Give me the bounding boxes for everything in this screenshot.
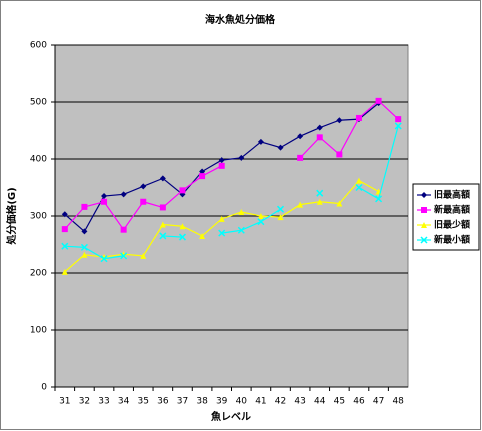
legend-label: 新最小額 [434,234,470,246]
marker [159,232,167,240]
x-tick-label: 43 [294,397,305,407]
marker [159,175,166,182]
y-tick-label: 0 [41,383,47,393]
x-tick-label: 34 [118,397,130,407]
marker [336,117,343,124]
marker [218,157,225,164]
marker [199,168,206,175]
x-tick-label: 41 [255,397,266,407]
x-tick-label: 36 [157,397,169,407]
x-tick-label: 32 [79,397,90,407]
marker [80,243,88,251]
marker [276,205,285,213]
marker [395,116,402,123]
marker [316,198,323,205]
x-tick-label: 35 [138,397,149,407]
marker [297,201,304,208]
marker [61,226,68,233]
x-axis-title: 魚レベル [211,410,251,423]
marker [297,133,304,140]
y-tick-label: 600 [30,41,47,51]
y-tick-label: 500 [30,98,47,108]
x-tick-label: 47 [373,397,384,407]
x-tick-label: 39 [216,397,228,407]
x-tick-label: 42 [275,397,286,407]
marker [159,204,166,211]
marker [199,232,206,239]
marker [218,229,226,237]
x-tick-label: 40 [236,397,248,407]
y-axis-title: 処分価格(G) [5,187,18,245]
marker [218,215,225,222]
marker [277,214,284,221]
marker [257,213,264,219]
legend-marker [420,236,428,244]
x-tick-label: 48 [392,397,404,407]
marker [394,122,402,130]
marker [120,191,127,198]
legend-label: 新最高額 [434,204,470,216]
legend-label: 旧最少額 [434,219,470,231]
marker [316,189,324,197]
legend-label: 旧最高額 [434,189,470,201]
marker [355,177,362,184]
y-tick-label: 400 [30,155,47,165]
marker [81,251,88,258]
marker [179,187,186,194]
marker [316,134,323,141]
marker [355,114,362,121]
x-tick-label: 31 [59,397,70,407]
x-tick-label: 38 [196,397,208,407]
legend-marker [421,192,427,198]
marker [140,183,147,190]
series-line [64,125,399,260]
y-tick-label: 100 [30,326,47,336]
marker [277,144,284,151]
marker [238,209,245,216]
x-tick-label: 46 [353,397,365,407]
x-tick-label: 37 [177,397,188,407]
x-tick-label: 33 [98,397,109,407]
marker [101,193,108,200]
x-tick-label: 44 [314,397,326,407]
marker [101,198,108,205]
marker [120,252,128,260]
marker [257,138,264,145]
marker [100,255,108,263]
marker [61,242,69,250]
marker [316,124,323,131]
marker [199,173,206,180]
marker [61,211,68,218]
y-tick-label: 200 [30,269,47,279]
marker [178,233,187,241]
legend-marker [421,207,427,213]
x-tick-label: 45 [334,397,345,407]
marker [355,183,363,192]
marker [179,223,186,230]
marker [218,162,225,169]
marker [375,97,382,104]
marker [120,226,127,233]
marker [140,252,147,259]
marker [140,198,147,205]
marker [297,154,304,161]
marker [61,268,68,275]
marker [159,221,166,228]
marker [81,228,88,235]
chart-title: 海水魚処分価格 [205,13,276,26]
marker [237,226,245,234]
legend-marker [421,222,427,228]
marker [238,154,245,161]
marker [375,195,383,203]
marker [257,218,265,226]
marker [336,151,343,158]
y-tick-label: 300 [30,212,47,222]
marker [81,203,88,210]
marker [336,200,343,207]
